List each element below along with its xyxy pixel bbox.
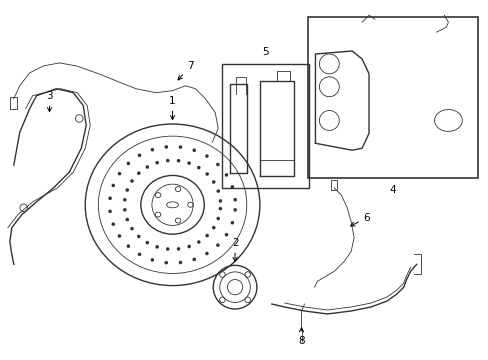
Circle shape [192, 258, 196, 261]
Circle shape [216, 243, 219, 247]
Circle shape [125, 218, 129, 221]
Circle shape [126, 162, 130, 165]
Circle shape [205, 252, 208, 255]
Text: 1: 1 [169, 96, 176, 120]
Circle shape [108, 210, 112, 213]
Circle shape [138, 153, 141, 157]
Circle shape [230, 221, 234, 225]
Circle shape [118, 172, 121, 175]
Circle shape [211, 226, 215, 229]
Circle shape [137, 235, 141, 238]
Circle shape [178, 261, 182, 264]
Circle shape [178, 145, 182, 149]
Circle shape [155, 245, 159, 249]
Circle shape [130, 227, 134, 230]
Circle shape [138, 252, 141, 256]
Text: 7: 7 [178, 61, 193, 80]
Circle shape [205, 234, 208, 237]
Circle shape [216, 163, 219, 166]
Circle shape [205, 172, 208, 176]
Circle shape [111, 184, 115, 187]
Circle shape [137, 171, 141, 175]
Circle shape [187, 245, 190, 248]
Circle shape [155, 161, 159, 165]
Circle shape [125, 188, 129, 192]
Circle shape [192, 148, 196, 152]
Circle shape [187, 161, 190, 165]
Circle shape [218, 199, 222, 203]
Circle shape [150, 258, 154, 262]
Circle shape [224, 173, 228, 177]
Text: 6: 6 [350, 213, 369, 226]
Circle shape [197, 166, 200, 170]
Circle shape [233, 198, 237, 202]
Circle shape [123, 208, 126, 212]
Circle shape [216, 189, 220, 193]
Circle shape [205, 154, 208, 158]
Circle shape [111, 222, 115, 226]
Circle shape [164, 261, 168, 265]
Circle shape [126, 244, 130, 248]
Text: 8: 8 [298, 328, 304, 346]
Circle shape [224, 233, 228, 237]
Text: 4: 4 [389, 185, 395, 195]
Circle shape [177, 247, 180, 251]
Bar [307, 17, 477, 178]
Circle shape [230, 185, 234, 189]
Text: 2: 2 [231, 238, 238, 261]
Circle shape [165, 247, 169, 251]
Circle shape [145, 165, 149, 169]
Circle shape [145, 241, 149, 244]
Circle shape [233, 208, 237, 212]
Circle shape [197, 240, 200, 244]
Bar [331, 180, 337, 190]
Bar [10, 96, 17, 109]
Bar [222, 64, 309, 188]
Circle shape [216, 217, 220, 220]
Text: 5: 5 [262, 47, 268, 57]
Text: 3: 3 [46, 91, 53, 112]
Circle shape [150, 148, 154, 152]
Circle shape [108, 197, 112, 200]
Circle shape [165, 159, 169, 162]
Circle shape [130, 179, 134, 183]
Circle shape [164, 145, 168, 149]
Circle shape [118, 234, 121, 238]
Circle shape [123, 198, 126, 202]
Circle shape [211, 180, 215, 184]
Circle shape [177, 159, 180, 162]
Circle shape [218, 207, 222, 211]
